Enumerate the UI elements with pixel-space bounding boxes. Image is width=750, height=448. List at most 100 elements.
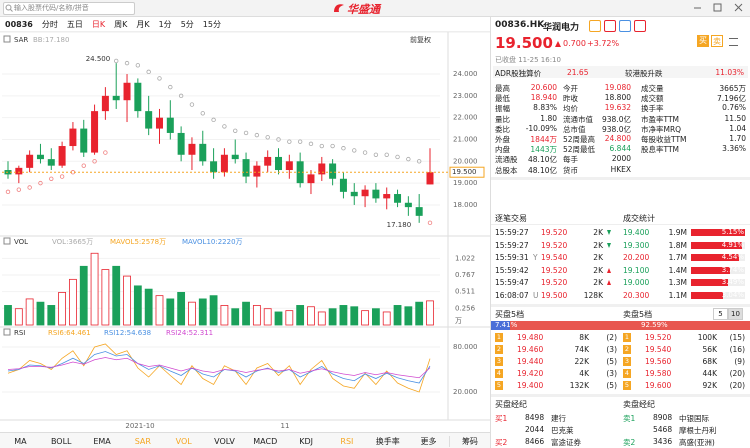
- stat-value: 938.0亿: [602, 114, 631, 124]
- y-tick-label: 21.000: [453, 135, 478, 143]
- volume-bar: [220, 305, 229, 326]
- period-tab[interactable]: 周K: [114, 19, 128, 29]
- level-badge: 4: [623, 369, 631, 378]
- candle-body: [285, 161, 293, 171]
- y-tick-label: 23.000: [453, 92, 478, 100]
- order-price: 19.520: [645, 333, 672, 342]
- volume-bar: [361, 310, 369, 326]
- indicator-tab[interactable]: MACD: [253, 436, 278, 446]
- period-tab[interactable]: 日K: [91, 19, 106, 29]
- adr-value: 21.65: [567, 68, 589, 77]
- stat-label: 总市值: [563, 124, 586, 134]
- period-tab[interactable]: 分时: [41, 19, 58, 29]
- trade-arrow: [607, 242, 611, 248]
- indicator-value: BB:17.180: [33, 36, 69, 44]
- volume-label: VOL: [14, 238, 28, 246]
- period-tab[interactable]: 五日: [66, 19, 83, 29]
- premium-value: 11.03%: [715, 68, 744, 77]
- order-volume: 22K: [574, 357, 589, 366]
- high-label: 24.500: [86, 55, 111, 63]
- stat-value: 1443万: [530, 145, 557, 155]
- volume-bar: [285, 310, 294, 326]
- volume-bar: [252, 305, 261, 326]
- badge-icon: [619, 20, 631, 32]
- trade-time: 16:08:07: [495, 290, 529, 300]
- depth-option[interactable]: 10: [728, 308, 743, 320]
- volume-bar: [274, 311, 283, 326]
- volume-bar: [133, 285, 142, 326]
- adr-row: [493, 66, 748, 78]
- rsi-legend: RSI12:54.638: [104, 329, 151, 337]
- indicator-tab[interactable]: KDJ: [299, 436, 313, 446]
- indicator-tab[interactable]: SAR: [134, 436, 151, 446]
- y-tick-label: 1.022: [455, 254, 475, 262]
- candle-body: [101, 95, 109, 112]
- deal-price: 19.100: [623, 265, 650, 275]
- sar-dot: [222, 124, 227, 129]
- indicator-tab[interactable]: MA: [14, 436, 27, 446]
- trade-button[interactable]: 买: [697, 35, 709, 47]
- indicator-tab[interactable]: RSI: [340, 436, 354, 446]
- sar-dot: [124, 60, 130, 66]
- indicator-tab[interactable]: VOLV: [214, 436, 235, 446]
- change: 0.700: [563, 39, 586, 48]
- deal-bar: [691, 229, 745, 236]
- volume-bar: [166, 298, 175, 326]
- price: 19.500: [495, 34, 553, 52]
- stat-label: 外盘: [495, 135, 510, 144]
- trades-title: 逐笔交易: [495, 214, 527, 223]
- indicator-tab[interactable]: EMA: [93, 436, 111, 446]
- last-price-box: [449, 166, 485, 178]
- candle-body: [15, 167, 23, 175]
- top-bar: [0, 0, 750, 17]
- sar-dot: [341, 146, 346, 151]
- window-controls[interactable]: [690, 2, 748, 14]
- sar-dot: [5, 189, 11, 195]
- period-tab[interactable]: 15分: [202, 19, 221, 29]
- order-volume: 92K: [702, 381, 717, 390]
- order-volume: 4K: [579, 369, 589, 378]
- volume-bar: [404, 306, 413, 326]
- sar-dot: [211, 117, 216, 123]
- rsi-line: [7, 351, 431, 384]
- order-price: 19.400: [517, 381, 544, 390]
- last-price-label: 19.500: [452, 168, 477, 176]
- sar-dot: [287, 139, 292, 144]
- trade-price: 19.500: [541, 290, 568, 300]
- depth-option[interactable]: 5: [713, 308, 728, 320]
- y-tick-label: 20.000: [453, 157, 478, 165]
- search-box[interactable]: [3, 2, 135, 15]
- period-tab[interactable]: 5分: [180, 19, 194, 29]
- indicator-tabs: MA BOLL EMA SAR VOL VOLV MACD KDJ RSI 换手率 更多 筹码: [0, 432, 490, 448]
- volume-bar: [90, 252, 99, 326]
- indicator-tab[interactable]: 换手率: [375, 436, 400, 446]
- sar-dot: [308, 141, 314, 147]
- chip-tab[interactable]: 筹码: [448, 435, 490, 447]
- deal-pct: 3.49%: [721, 278, 744, 286]
- volume-bar: [393, 305, 402, 326]
- volume-bar: [177, 291, 186, 326]
- volume-bar: [144, 288, 153, 326]
- order-volume: 8K: [579, 333, 589, 342]
- deal-bar: [691, 266, 731, 274]
- period-tab[interactable]: 1分: [158, 19, 172, 29]
- indicator-tab[interactable]: BOLL: [50, 436, 72, 446]
- search-icon: [5, 4, 13, 12]
- period-tab[interactable]: 月K: [136, 19, 150, 29]
- order-volume: 56K: [702, 345, 717, 354]
- indicator-tab[interactable]: 更多: [420, 436, 437, 446]
- sar-dot: [362, 150, 368, 155]
- stat-value: 18.800: [604, 93, 631, 103]
- indicator-tab[interactable]: VOL: [175, 436, 192, 446]
- order-price: 19.580: [645, 369, 672, 378]
- candle-body: [220, 154, 228, 173]
- stat-value: 1.04: [729, 123, 746, 133]
- stat-label: 最低: [495, 94, 510, 104]
- volume-bar: [339, 305, 348, 326]
- candle-body: [80, 128, 88, 153]
- stat-label: 换手率: [641, 104, 664, 114]
- trade-button[interactable]: 卖: [711, 35, 723, 47]
- volume-bar: [188, 301, 196, 326]
- y-tick-label: 24.000: [453, 70, 478, 78]
- trade-arrow: [607, 267, 611, 273]
